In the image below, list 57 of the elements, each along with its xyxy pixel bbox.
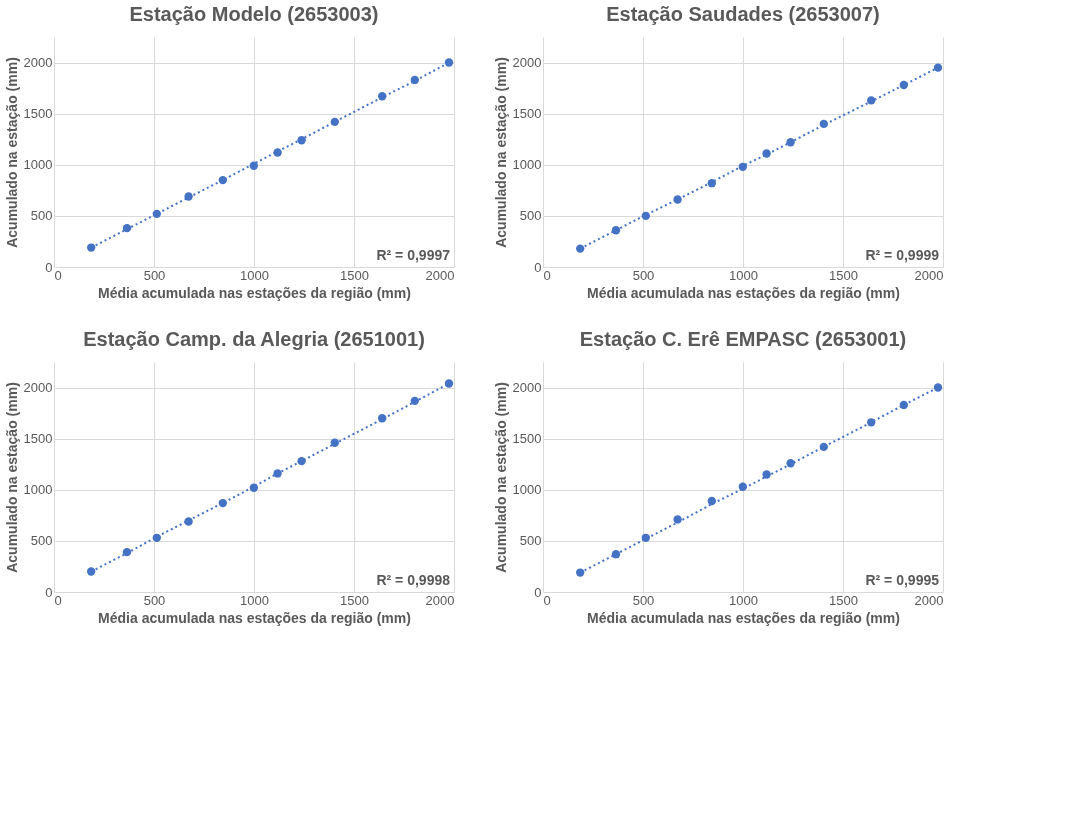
chart-title: Estação Saudades (2653007) bbox=[606, 3, 880, 25]
x-tick-label: 1000 bbox=[240, 592, 269, 608]
x-tick-label: 1500 bbox=[340, 592, 369, 608]
x-tick-label: 2000 bbox=[914, 592, 944, 608]
y-tick-label: 500 bbox=[30, 533, 53, 549]
y-axis-title: Acumulado na estação (mm) bbox=[492, 57, 509, 248]
y-axis-title: Acumulado na estação (mm) bbox=[3, 57, 20, 248]
point bbox=[933, 63, 943, 72]
point bbox=[673, 515, 682, 524]
x-axis-title: Média acumulada nas estações da região (mm) bbox=[98, 284, 411, 301]
y-tick-label: 500 bbox=[30, 208, 53, 224]
y-tick-label: 1000 bbox=[23, 157, 53, 173]
y-tick-label: 1000 bbox=[23, 482, 53, 498]
annotation: R² = 0,9995 bbox=[865, 572, 940, 588]
point bbox=[444, 379, 454, 388]
y-tick-label: 1500 bbox=[23, 106, 53, 122]
y-tick-label: 1000 bbox=[512, 157, 542, 173]
y-tick-label: 500 bbox=[519, 208, 542, 224]
annotation: R² = 0,9999 bbox=[865, 247, 940, 263]
point bbox=[410, 396, 419, 406]
chart-title: Estação Modelo (2653003) bbox=[129, 3, 379, 25]
chart-title: Estação Camp. da Alegria (2651001) bbox=[83, 328, 425, 350]
x-tick-label: 2000 bbox=[425, 592, 455, 608]
y-tick-label: 1500 bbox=[23, 431, 53, 447]
x-tick-label: 500 bbox=[143, 592, 166, 608]
y-tick-label: 1500 bbox=[512, 106, 542, 122]
chart-title: Estação C. Erê EMPASC (2653001) bbox=[579, 328, 907, 350]
y-axis-title: Acumulado na estação (mm) bbox=[3, 382, 20, 573]
x-tick-label: 1500 bbox=[829, 267, 858, 283]
x-axis-title: Média acumulada nas estações da região (mm) bbox=[98, 609, 411, 626]
x-axis-title: Média acumulada nas estações da região (mm) bbox=[587, 609, 900, 626]
point bbox=[87, 567, 96, 576]
y-tick-label: 2000 bbox=[23, 380, 53, 396]
x-tick-label: 2000 bbox=[425, 267, 455, 283]
x-tick-label: 500 bbox=[143, 267, 166, 283]
x-axis-title: Média acumulada nas estações da região (mm) bbox=[587, 284, 900, 301]
x-tick-label: 1500 bbox=[829, 592, 858, 608]
y-tick-label: 2000 bbox=[512, 55, 542, 71]
x-tick-label: 1000 bbox=[729, 592, 758, 608]
y-tick-label: 2000 bbox=[23, 55, 53, 71]
point bbox=[867, 96, 876, 105]
y-tick-label: 2000 bbox=[512, 380, 542, 396]
annotation: R² = 0,9997 bbox=[376, 247, 451, 263]
y-tick-label: 500 bbox=[519, 533, 542, 549]
x-tick-label: 1000 bbox=[729, 267, 758, 283]
x-tick-label: 500 bbox=[632, 592, 655, 608]
point bbox=[933, 383, 943, 392]
point bbox=[576, 244, 585, 253]
x-tick-label: 500 bbox=[632, 267, 655, 283]
point bbox=[444, 58, 454, 67]
y-tick-label: 1000 bbox=[512, 482, 542, 498]
x-tick-label: 1000 bbox=[240, 267, 269, 283]
annotation: R² = 0,9998 bbox=[376, 572, 451, 588]
x-tick-label: 1500 bbox=[340, 267, 369, 283]
x-tick-label: 2000 bbox=[914, 267, 944, 283]
y-axis-title: Acumulado na estação (mm) bbox=[492, 382, 509, 573]
y-tick-label: 1500 bbox=[512, 431, 542, 447]
